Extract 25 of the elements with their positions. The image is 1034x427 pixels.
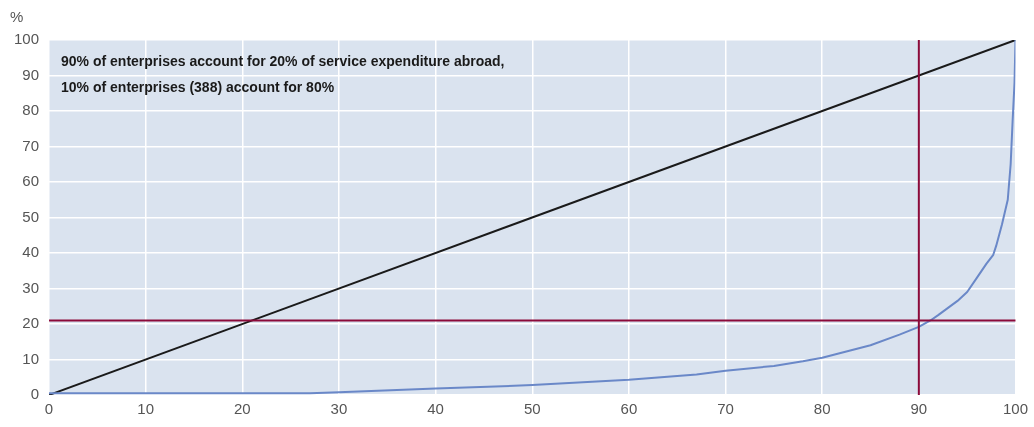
y-axis-title: %: [10, 8, 24, 26]
y-tick-label: 20: [22, 314, 40, 332]
y-tick-label: 60: [22, 172, 40, 190]
annotation: 10% of enterprises (388) account for 80%: [61, 78, 335, 95]
x-tick-label: 30: [330, 400, 348, 418]
x-tick-label: 70: [717, 400, 734, 418]
y-tick-label: 90: [22, 65, 40, 83]
x-tick-label: 0: [44, 400, 54, 418]
annotation: 90% of enterprises account for 20% of service expenditure abroad,: [61, 52, 505, 69]
y-tick-label: 50: [22, 207, 40, 225]
x-tick-label: 60: [620, 400, 638, 418]
x-tick-label: 90: [910, 400, 928, 418]
x-tick-label: 100: [1002, 400, 1028, 418]
y-tick-label: 10: [22, 349, 40, 367]
y-tick-label: 100: [14, 30, 40, 48]
y-tick-label: 40: [22, 243, 40, 261]
y-tick-label: 70: [22, 136, 40, 154]
y-tick-label: 80: [22, 101, 40, 119]
x-tick-label: 10: [137, 400, 155, 418]
y-tick-label: 30: [22, 278, 40, 296]
x-tick-label: 40: [427, 400, 444, 418]
y-tick-label: 0: [30, 385, 40, 403]
x-tick-label: 20: [233, 400, 251, 418]
x-tick-label: 80: [813, 400, 831, 418]
x-tick-label: 50: [523, 400, 541, 418]
